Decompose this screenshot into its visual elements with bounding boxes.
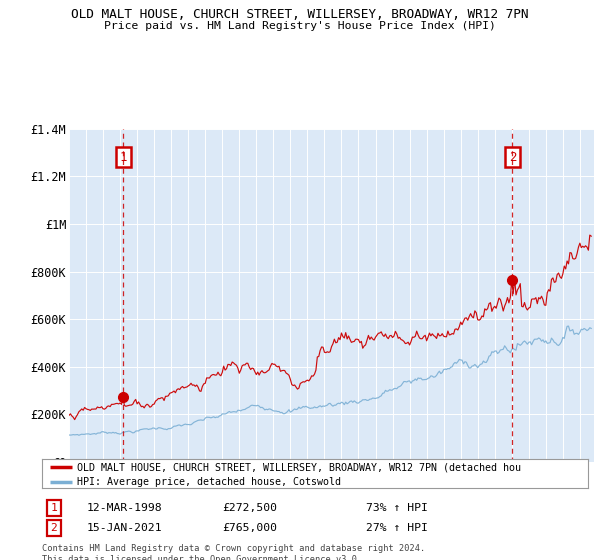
- Text: 1: 1: [119, 151, 127, 164]
- Text: 2: 2: [50, 523, 58, 533]
- Text: £765,000: £765,000: [222, 523, 277, 533]
- Text: 12-MAR-1998: 12-MAR-1998: [87, 503, 163, 513]
- Text: Contains HM Land Registry data © Crown copyright and database right 2024.
This d: Contains HM Land Registry data © Crown c…: [42, 544, 425, 560]
- Text: 1: 1: [50, 503, 58, 513]
- Text: 27% ↑ HPI: 27% ↑ HPI: [366, 523, 428, 533]
- Text: OLD MALT HOUSE, CHURCH STREET, WILLERSEY, BROADWAY, WR12 7PN (detached hou: OLD MALT HOUSE, CHURCH STREET, WILLERSEY…: [77, 462, 521, 472]
- Text: £272,500: £272,500: [222, 503, 277, 513]
- Text: Price paid vs. HM Land Registry's House Price Index (HPI): Price paid vs. HM Land Registry's House …: [104, 21, 496, 31]
- Text: HPI: Average price, detached house, Cotswold: HPI: Average price, detached house, Cots…: [77, 477, 341, 487]
- Text: 15-JAN-2021: 15-JAN-2021: [87, 523, 163, 533]
- Text: 2: 2: [509, 151, 516, 164]
- Text: 73% ↑ HPI: 73% ↑ HPI: [366, 503, 428, 513]
- Text: OLD MALT HOUSE, CHURCH STREET, WILLERSEY, BROADWAY, WR12 7PN: OLD MALT HOUSE, CHURCH STREET, WILLERSEY…: [71, 8, 529, 21]
